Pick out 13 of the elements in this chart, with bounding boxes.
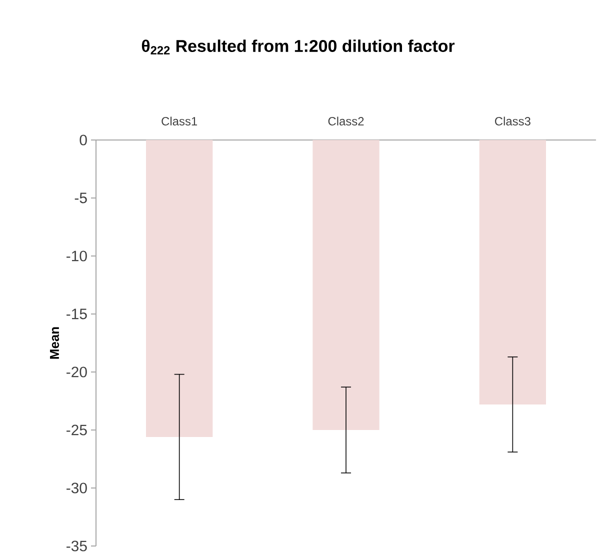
y-tick-label: 0	[80, 134, 87, 146]
y-tick-label: -30	[66, 482, 87, 494]
x-tick-label: Class2	[328, 116, 364, 126]
chart-title: θ$_{222}$ Resulted from 1:200 dilution factor	[142, 40, 455, 54]
x-tick-label: Class1	[162, 116, 198, 126]
y-tick-label: -15	[66, 308, 87, 320]
y-axis-title: Mean	[50, 327, 60, 359]
y-tick-label: -20	[66, 366, 87, 378]
y-tick-label: -35	[66, 540, 87, 552]
x-tick-label: Class3	[495, 116, 530, 126]
y-tick-label: -25	[66, 424, 87, 436]
y-tick-label: -10	[66, 250, 87, 262]
y-tick-label: -5	[74, 192, 87, 204]
